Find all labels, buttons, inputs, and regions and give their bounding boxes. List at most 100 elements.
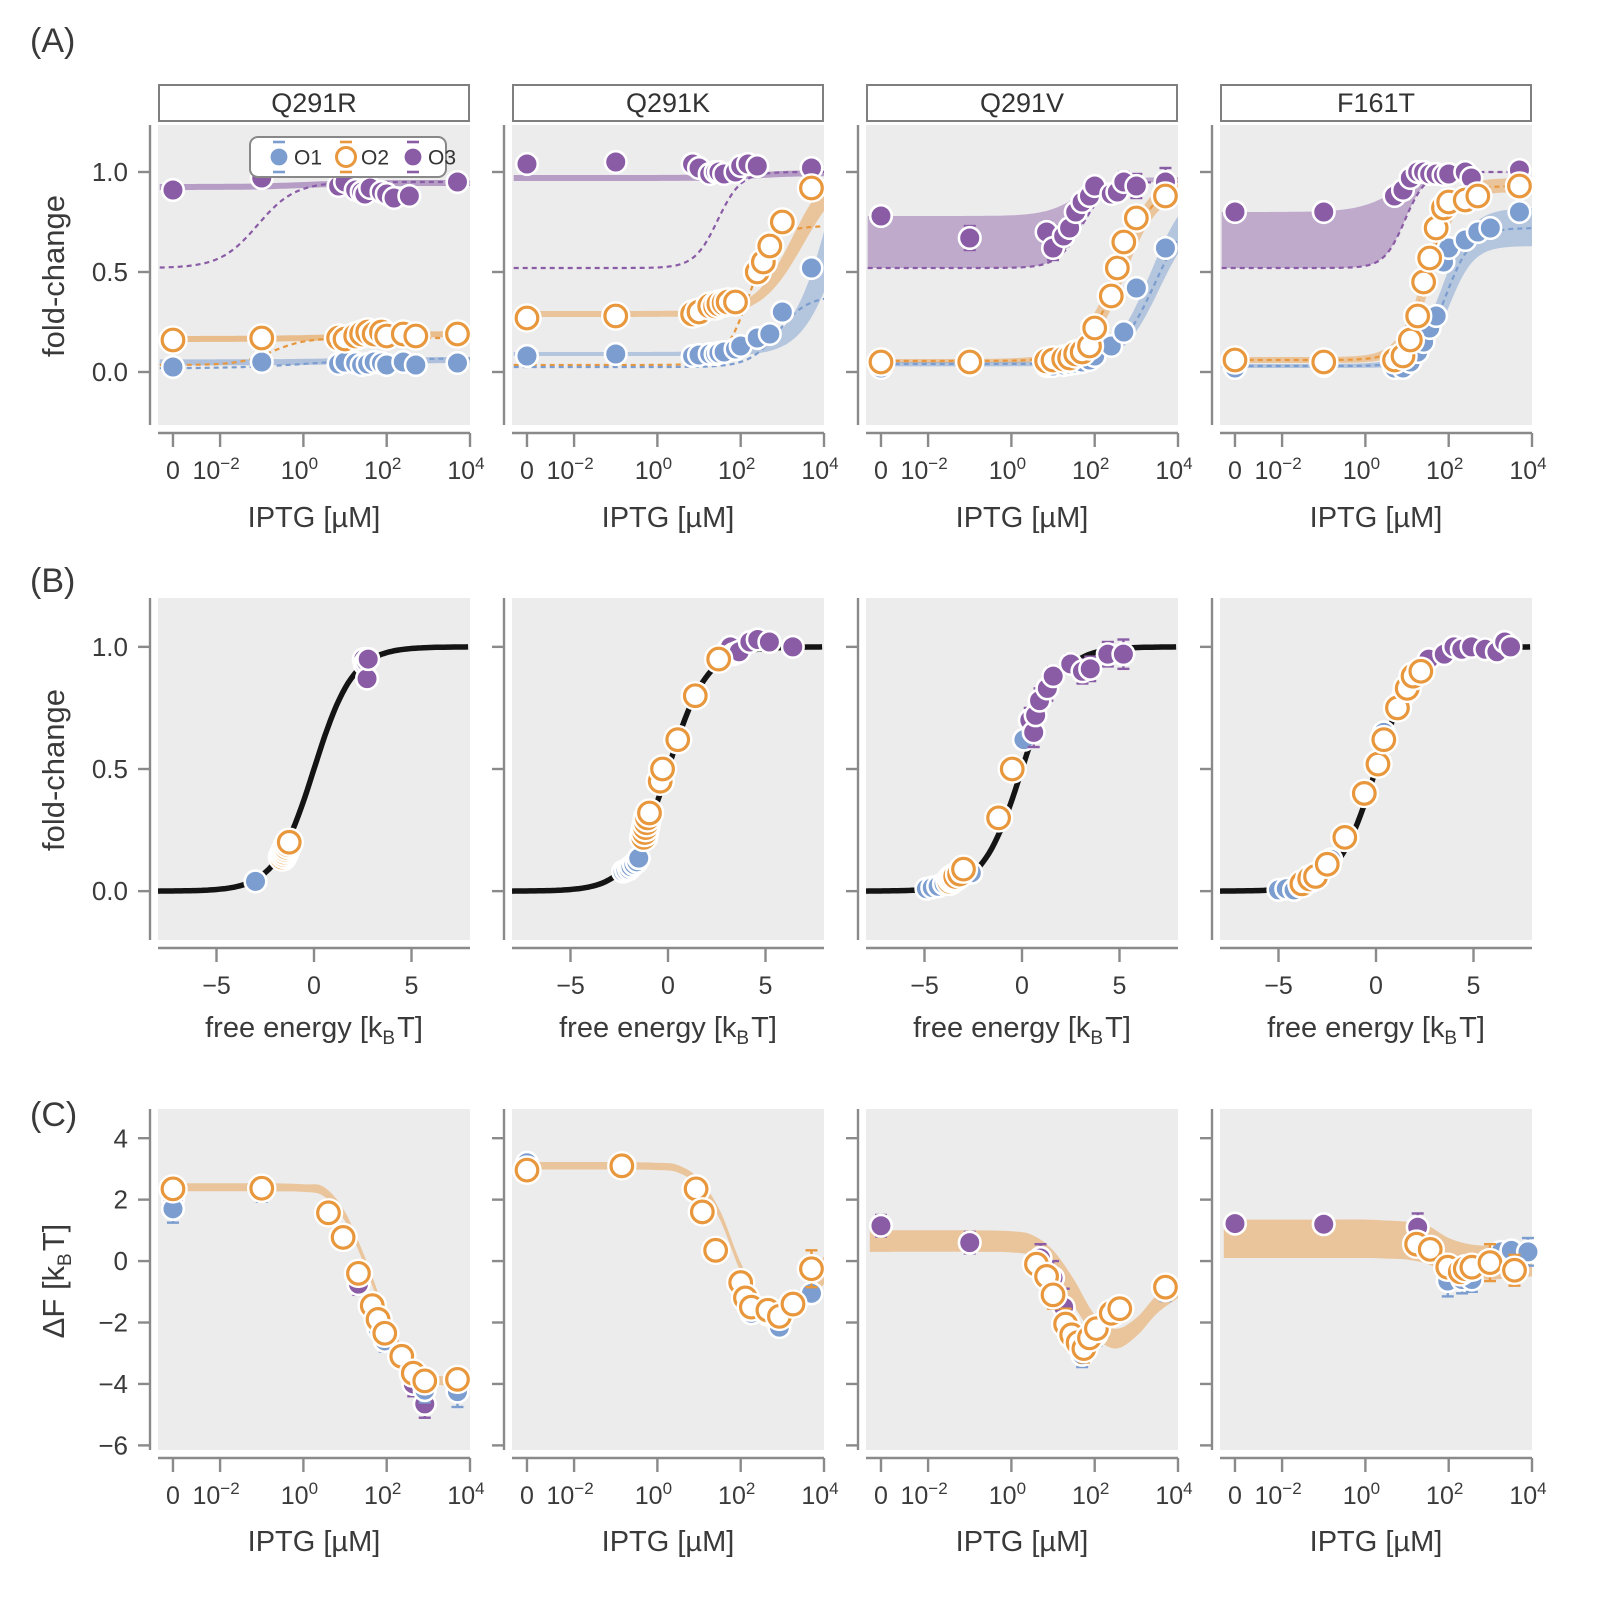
y-label-c-pre: ΔF [k (36, 1265, 71, 1339)
svg-text:5: 5 (1113, 972, 1127, 1000)
svg-text:10−2: 10−2 (900, 1479, 947, 1510)
svg-text:100: 100 (1343, 1479, 1380, 1510)
svg-text:0: 0 (166, 1482, 180, 1510)
svg-text:104: 104 (801, 454, 838, 485)
legend: O1 O2 O3 (249, 136, 456, 178)
svg-text:10−2: 10−2 (192, 1479, 239, 1510)
svg-text:10−2: 10−2 (1254, 454, 1301, 485)
svg-text:102: 102 (1072, 454, 1109, 485)
svg-text:0: 0 (307, 972, 321, 1000)
svg-text:0.5: 0.5 (92, 754, 128, 784)
x-axis-title-c4: IPTG [µM] (1309, 1526, 1443, 1558)
svg-text:10−2: 10−2 (900, 454, 947, 485)
x-axis-title-c1: IPTG [µM] (247, 1526, 381, 1558)
svg-text:102: 102 (364, 1479, 401, 1510)
panel-title-q291k: Q291K (512, 84, 824, 122)
b4-sub: B (1444, 1028, 1458, 1049)
row-label-c: (C) (30, 1096, 78, 1134)
x-axis-title-c3: IPTG [µM] (955, 1526, 1089, 1558)
svg-text:0.0: 0.0 (92, 357, 128, 387)
plot-rowa-q291v: 0 10−2 100 102 104 (846, 125, 1193, 485)
svg-text:5: 5 (759, 972, 773, 1000)
plot-rowb-f161t: −5 0 5 (1200, 598, 1532, 1000)
plot-rowc-f161t: 0 10−2 100 102 104 (1200, 1109, 1547, 1510)
plot-rowb-q291v: −5 0 5 (846, 598, 1178, 1000)
svg-text:0: 0 (1015, 972, 1029, 1000)
svg-text:102: 102 (718, 1479, 755, 1510)
plot-rowb-q291k: −5 0 5 (492, 598, 824, 1000)
svg-text:100: 100 (635, 1479, 672, 1510)
row-label-a: (A) (30, 22, 76, 60)
svg-text:100: 100 (635, 454, 672, 485)
svg-text:104: 104 (1155, 454, 1192, 485)
svg-text:0: 0 (114, 1246, 128, 1276)
svg-text:5: 5 (1467, 972, 1481, 1000)
svg-text:2: 2 (114, 1185, 128, 1215)
x-axis-title-a4: IPTG [µM] (1309, 502, 1443, 534)
plot-rowa-q291k: 0 10−2 100 102 104 (492, 125, 839, 485)
svg-text:10−2: 10−2 (546, 454, 593, 485)
svg-text:−5: −5 (1264, 972, 1293, 1000)
y-label-c-post: T] (36, 1223, 71, 1252)
b1-post: T] (397, 1012, 423, 1044)
y-label-c-sub: B (55, 1253, 76, 1266)
plot-rowc-q291r: 0 10−2 100 102 104 4 2 0 −2 −4 −6 (98, 1109, 485, 1510)
svg-text:104: 104 (1509, 1479, 1546, 1510)
svg-text:10−2: 10−2 (192, 454, 239, 485)
svg-text:1.0: 1.0 (92, 632, 128, 662)
b1-pre: free energy [k (205, 1012, 383, 1044)
svg-text:104: 104 (801, 1479, 838, 1510)
b2-pre: free energy [k (559, 1012, 737, 1044)
b3-pre: free energy [k (913, 1012, 1091, 1044)
svg-text:0: 0 (166, 457, 180, 485)
plot-rowc-q291v: 0 10−2 100 102 104 (846, 1109, 1193, 1510)
svg-text:1.0: 1.0 (92, 157, 128, 187)
svg-text:100: 100 (989, 454, 1026, 485)
svg-text:0: 0 (1228, 1482, 1242, 1510)
plot-rowc-q291k: 0 10−2 100 102 104 (492, 1109, 839, 1510)
svg-text:102: 102 (718, 454, 755, 485)
b3-sub: B (1090, 1028, 1104, 1049)
b4-post: T] (1459, 1012, 1485, 1044)
svg-text:0: 0 (874, 457, 888, 485)
svg-text:100: 100 (281, 454, 318, 485)
plot-rowb-q291r: −5 0 5 1.0 0.5 0.0 (92, 598, 470, 1000)
svg-text:0: 0 (1369, 972, 1383, 1000)
panel-title-q291r: Q291R (158, 84, 470, 122)
svg-text:102: 102 (1426, 454, 1463, 485)
y-axis-label-row-b: fold-change (36, 689, 71, 852)
svg-text:10−2: 10−2 (546, 1479, 593, 1510)
svg-text:0: 0 (661, 972, 675, 1000)
x-axis-title-b2: free energy [kBT] (559, 1012, 777, 1050)
svg-text:0: 0 (874, 1482, 888, 1510)
svg-text:0: 0 (520, 457, 534, 485)
plot-rowa-q291r: 0 10−2 100 102 104 1.0 0.5 0.0 O1 O2 O3 (92, 125, 485, 485)
row-label-b: (B) (30, 562, 76, 600)
svg-text:−5: −5 (202, 972, 231, 1000)
x-axis-title-a3: IPTG [µM] (955, 502, 1089, 534)
x-axis-title-a2: IPTG [µM] (601, 502, 735, 534)
svg-text:100: 100 (281, 1479, 318, 1510)
svg-text:−2: −2 (98, 1308, 128, 1338)
svg-text:102: 102 (364, 454, 401, 485)
svg-text:102: 102 (1072, 1479, 1109, 1510)
svg-text:O2: O2 (361, 146, 389, 169)
panel-title-f161t: F161T (1220, 84, 1532, 122)
svg-text:10−2: 10−2 (1254, 1479, 1301, 1510)
y-axis-label-row-a: fold-change (36, 195, 71, 358)
x-axis-title-c2: IPTG [µM] (601, 1526, 735, 1558)
svg-text:100: 100 (989, 1479, 1026, 1510)
svg-text:0: 0 (1228, 457, 1242, 485)
svg-text:5: 5 (405, 972, 419, 1000)
svg-text:102: 102 (1426, 1479, 1463, 1510)
svg-text:0.0: 0.0 (92, 876, 128, 906)
svg-text:104: 104 (1509, 454, 1546, 485)
svg-text:O3: O3 (428, 146, 456, 169)
b3-post: T] (1105, 1012, 1131, 1044)
svg-text:104: 104 (1155, 1479, 1192, 1510)
x-axis-title-b4: free energy [kBT] (1267, 1012, 1485, 1050)
plot-rowa-f161t: 0 10−2 100 102 104 (1200, 125, 1547, 485)
svg-text:−5: −5 (556, 972, 585, 1000)
svg-text:4: 4 (114, 1123, 128, 1153)
